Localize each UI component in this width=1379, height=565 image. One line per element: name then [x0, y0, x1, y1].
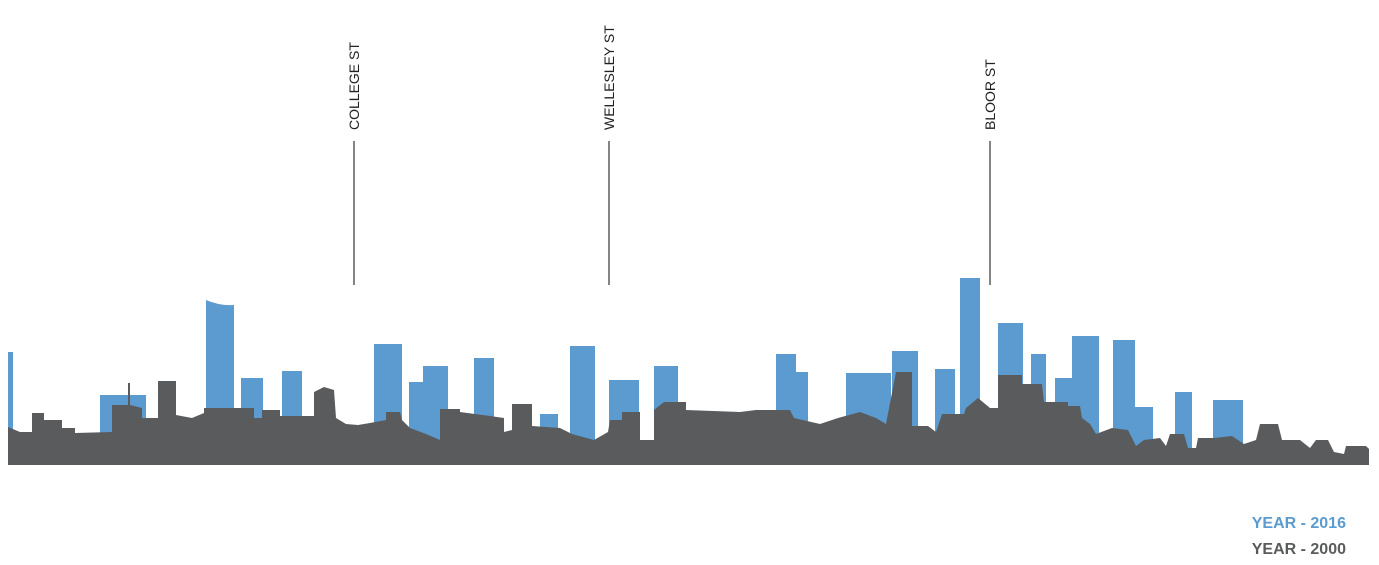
- legend-entry: YEAR - 2000: [1252, 541, 1346, 558]
- street-label: BLOOR ST: [982, 59, 998, 130]
- street-label: WELLESLEY ST: [601, 25, 617, 130]
- legend-entry: YEAR - 2016: [1252, 515, 1346, 532]
- street-label: COLLEGE ST: [346, 42, 362, 130]
- skyline-2000: [8, 372, 1369, 465]
